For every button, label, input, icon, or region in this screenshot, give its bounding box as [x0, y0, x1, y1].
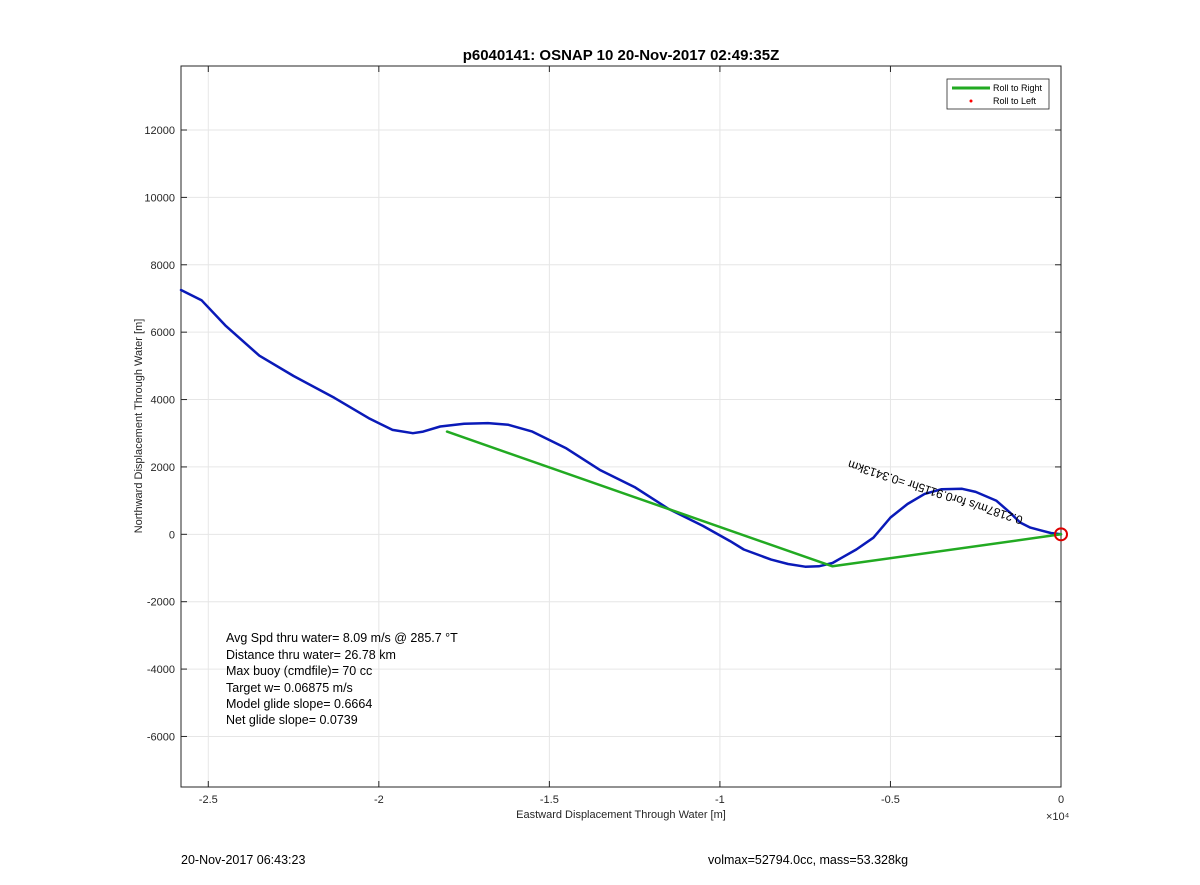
x-tick-label: 0	[1058, 794, 1064, 806]
y-tick-label: 12000	[144, 125, 175, 137]
y-tick-label: 2000	[151, 462, 175, 474]
stat-target-w: Target w= 0.06875 m/s	[226, 681, 353, 695]
legend: Roll to Right Roll to Left	[946, 78, 1050, 110]
x-axis-label: Eastward Displacement Through Water [m]	[516, 809, 726, 821]
stat-avg-speed: Avg Spd thru water= 8.09 m/s @ 285.7 °T	[226, 631, 458, 645]
footer-mass-info: volmax=52794.0cc, mass=53.328kg	[708, 853, 909, 867]
x-tick-label: -1.5	[540, 794, 559, 806]
y-tick-label: -6000	[147, 731, 175, 743]
chart-title: p6040141: OSNAP 10 20-Nov-2017 02:49:35Z	[463, 47, 780, 64]
y-tick-label: 10000	[144, 192, 175, 204]
y-tick-label: 6000	[151, 327, 175, 339]
stat-distance: Distance thru water= 26.78 km	[226, 648, 396, 662]
x-axis-multiplier: ×10⁴	[1046, 811, 1070, 823]
grid-lines	[181, 66, 1062, 787]
stat-model-glide: Model glide slope= 0.6664	[226, 697, 372, 711]
end-position-marker	[1054, 527, 1068, 542]
y-tick-label: -2000	[147, 597, 175, 609]
y-tick-label: 8000	[151, 260, 175, 272]
legend-label-roll-right: Roll to Right	[993, 83, 1043, 93]
x-tick-label: -0.5	[881, 794, 900, 806]
stat-net-glide: Net glide slope= 0.0739	[226, 713, 358, 727]
x-tick-label: -2.5	[199, 794, 218, 806]
x-tick-label: -1	[715, 794, 725, 806]
axis-ticks: -2.5 -2 -1.5 -1 -0.5 0 -6000 -4000 -2000 0 2000 400…	[144, 66, 1064, 806]
x-tick-label: -2	[374, 794, 384, 806]
current-annotation: 0.2187m/s for0.9115hr =0.3413km	[846, 457, 1024, 527]
footer-timestamp: 20-Nov-2017 06:43:23	[181, 853, 306, 867]
legend-dot-roll-left	[969, 99, 973, 103]
y-tick-label: 4000	[151, 395, 175, 407]
legend-box	[946, 78, 1050, 110]
y-tick-label: -4000	[147, 664, 175, 676]
series-group	[179, 288, 1063, 568]
legend-label-roll-left: Roll to Left	[993, 96, 1037, 106]
y-tick-label: 0	[169, 529, 175, 541]
straight-path-line	[445, 430, 1063, 568]
markers-group	[1054, 527, 1068, 542]
stats-block: Avg Spd thru water= 8.09 m/s @ 285.7 °T …	[226, 631, 458, 727]
track-line	[179, 288, 1063, 568]
stat-max-buoy: Max buoy (cmdfile)= 70 cc	[226, 664, 372, 678]
y-axis-label: Northward Displacement Through Water [m]	[133, 319, 145, 534]
axes-box	[180, 65, 1062, 788]
